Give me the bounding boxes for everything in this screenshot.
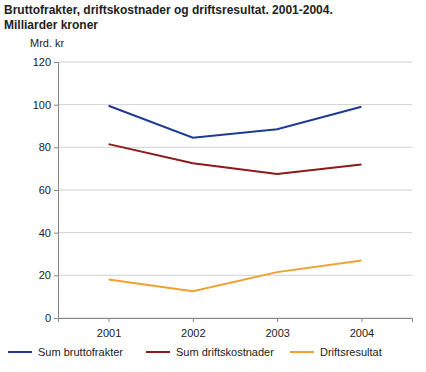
x-tick: 2001	[97, 318, 121, 339]
legend-swatch	[146, 351, 170, 353]
y-tick: 100	[33, 99, 58, 111]
y-tick-label: 80	[39, 141, 51, 153]
grid-line	[58, 232, 412, 233]
x-tick: 2004	[350, 318, 374, 339]
series-line	[109, 260, 362, 291]
grid	[58, 62, 412, 318]
x-tick-label: 2001	[97, 327, 121, 339]
x-axis: 2001 2002 2003 2004	[59, 318, 413, 339]
plot: 0 20 40 60 80 100 120 2001 2002 2003 2004	[33, 56, 413, 339]
y-tick-mark	[54, 275, 58, 276]
y-axis-line	[54, 63, 59, 319]
legend-label: Driftsresultat	[320, 346, 382, 358]
legend-item: Sum bruttofrakter	[8, 346, 123, 358]
y-tick-label: 40	[39, 227, 51, 239]
legend-swatch	[290, 351, 314, 353]
y-tick-label: 0	[45, 312, 51, 324]
y-tick-mark	[54, 105, 58, 106]
series-line	[109, 106, 362, 138]
y-tick-label: 20	[39, 269, 51, 281]
series-line	[109, 144, 362, 174]
y-tick: 120	[33, 56, 58, 68]
grid-line	[58, 62, 412, 63]
y-tick-mark	[54, 318, 58, 319]
legend-label: Sum bruttofrakter	[38, 346, 123, 358]
y-tick: 0	[45, 312, 58, 324]
y-tick-mark	[54, 233, 58, 234]
y-tick-mark	[54, 147, 58, 148]
lines	[109, 106, 362, 292]
x-tick: 2003	[265, 318, 289, 339]
subtitle: Milliarder kroner	[4, 18, 98, 32]
grid-line	[58, 190, 412, 191]
x-tick-mark	[109, 318, 110, 322]
y-tick-label: 100	[33, 99, 51, 111]
x-tick-mark	[193, 318, 194, 322]
y-tick: 40	[39, 227, 58, 239]
legend-item: Sum driftskostnader	[146, 346, 274, 358]
y-axis: 0 20 40 60 80 100 120	[33, 56, 59, 324]
x-tick-mark	[361, 318, 362, 322]
x-tick: 2002	[181, 318, 205, 339]
y-tick-mark	[54, 190, 58, 191]
title: Bruttofrakter, driftskostnader og drifts…	[4, 3, 333, 17]
y-axis-title: Mrd. kr	[30, 37, 65, 49]
x-tick-label: 2004	[350, 327, 374, 339]
y-tick-label: 120	[33, 56, 51, 68]
legend: Sum bruttofrakter Sum driftskostnader Drif…	[8, 346, 382, 358]
grid-line	[58, 104, 412, 105]
y-tick-label: 60	[39, 184, 51, 196]
y-tick: 20	[39, 269, 58, 281]
grid-line	[58, 275, 412, 276]
y-tick-mark	[54, 62, 58, 63]
x-tick-mark	[277, 318, 278, 322]
y-tick: 60	[39, 184, 58, 196]
y-tick: 80	[39, 141, 58, 153]
grid-line	[58, 147, 412, 148]
x-tick-label: 2003	[265, 327, 289, 339]
chart: Bruttofrakter, driftskostnader og drifts…	[0, 0, 426, 372]
x-tick-label: 2002	[181, 327, 205, 339]
legend-swatch	[8, 351, 32, 353]
x-axis-line	[59, 319, 413, 323]
legend-label: Sum driftskostnader	[176, 346, 274, 358]
legend-item: Driftsresultat	[290, 346, 382, 358]
